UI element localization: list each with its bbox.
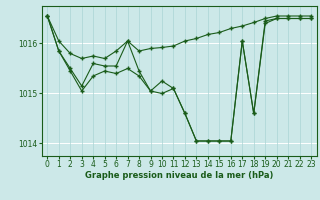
X-axis label: Graphe pression niveau de la mer (hPa): Graphe pression niveau de la mer (hPa) <box>85 171 273 180</box>
